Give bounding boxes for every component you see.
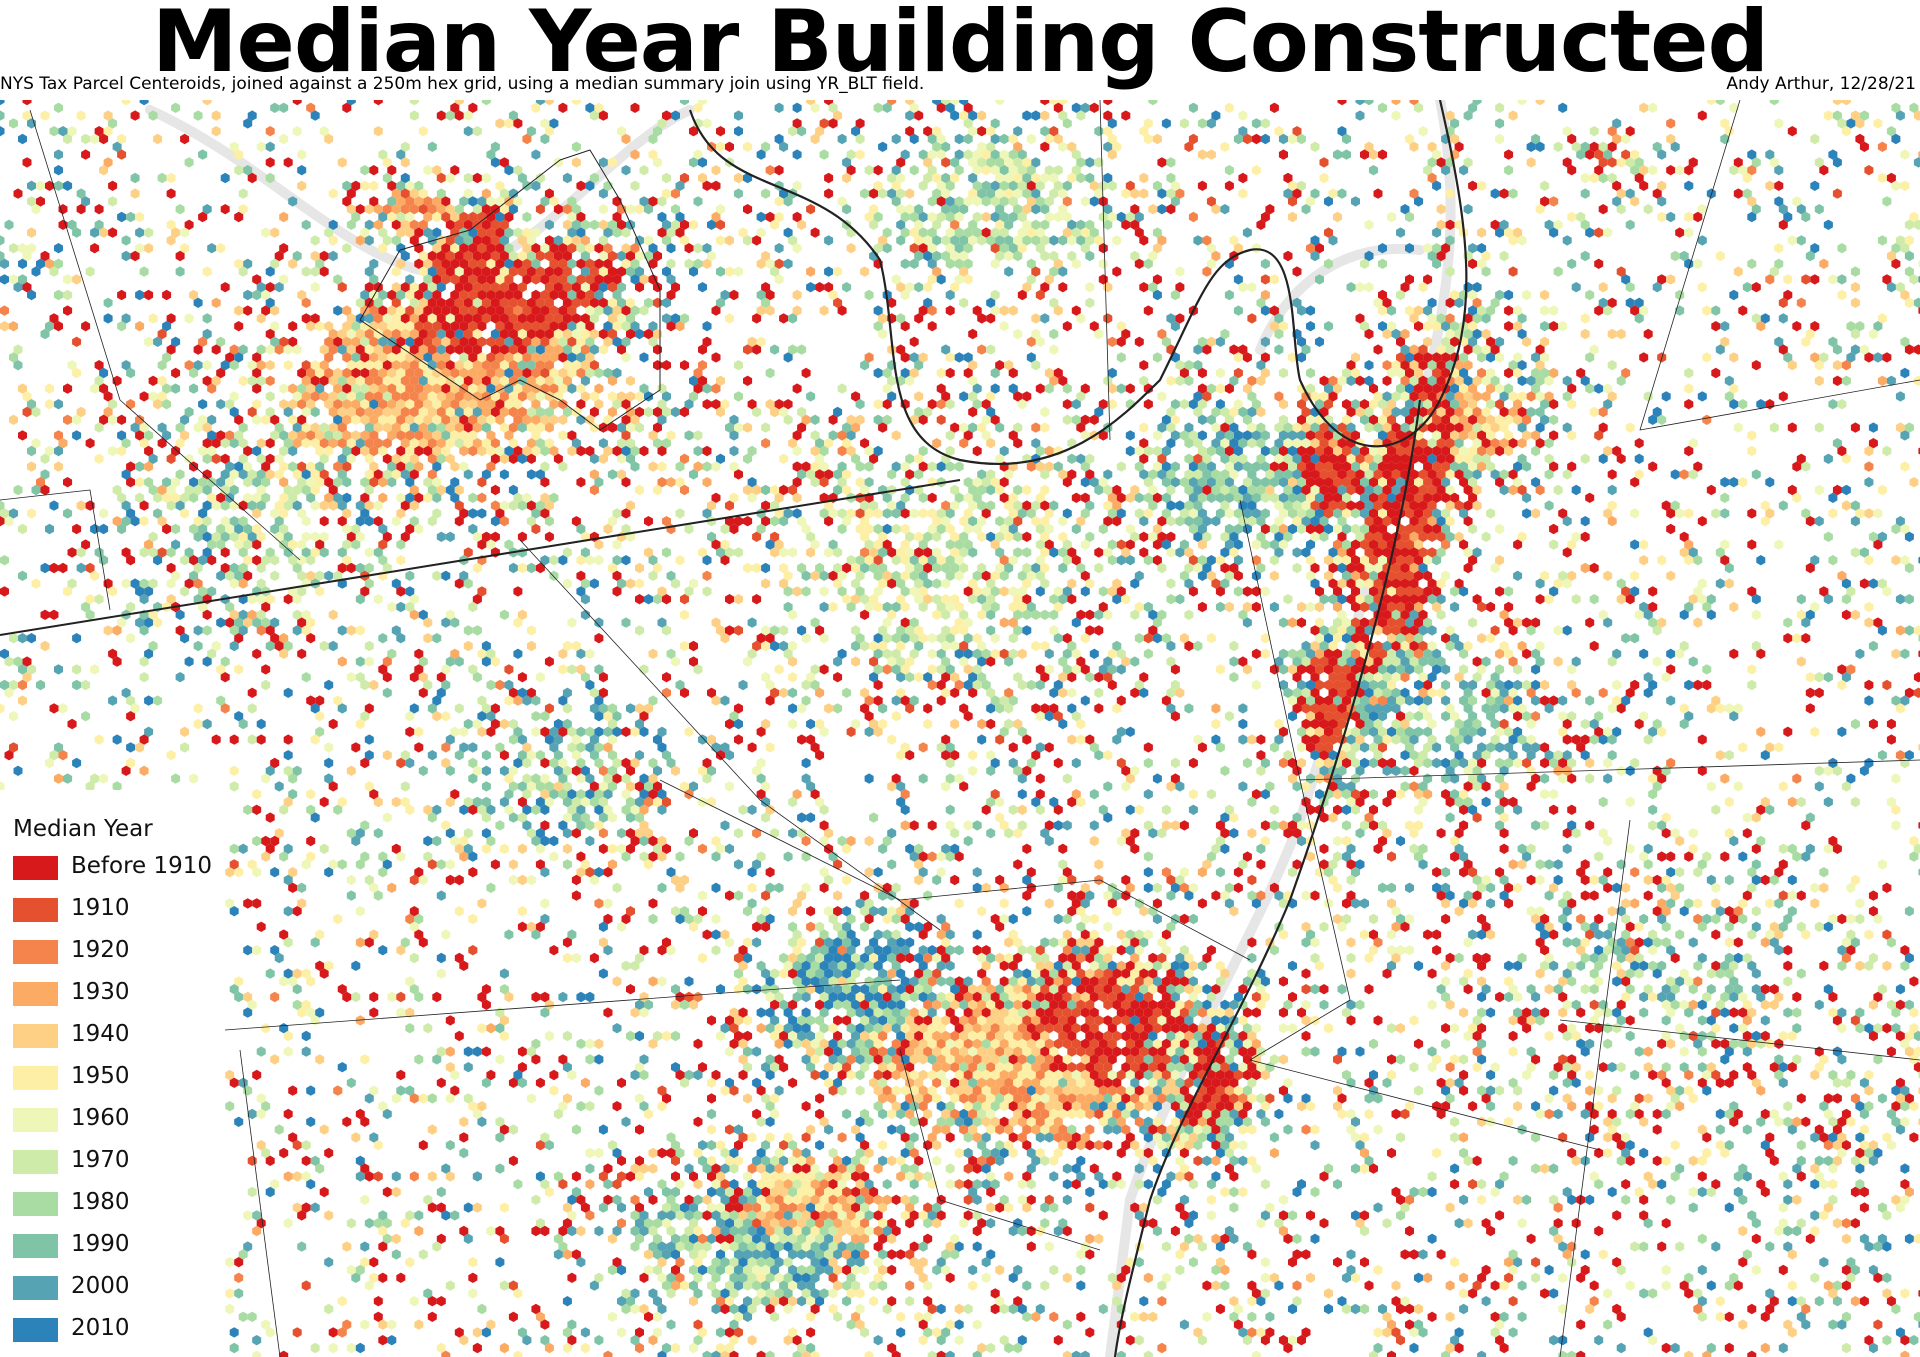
legend-label: 1920	[71, 937, 130, 963]
legend-item: 1980	[13, 1188, 223, 1218]
legend-label: Before 1910	[71, 853, 213, 879]
header-band	[0, 0, 1920, 100]
legend-item: 1970	[13, 1146, 223, 1176]
legend-item: 2000	[13, 1272, 223, 1302]
legend-swatch	[13, 982, 58, 1006]
legend-label: 1930	[71, 979, 130, 1005]
legend-title: Median Year	[13, 816, 153, 842]
legend-item: Before 1910	[13, 852, 223, 882]
legend-label: 1940	[71, 1021, 130, 1047]
legend-swatch	[13, 940, 58, 964]
legend-swatch	[13, 1318, 58, 1342]
municipal-boundaries	[0, 99, 1920, 1357]
hex-grid	[0, 94, 1920, 1357]
map-credit: Andy Arthur, 12/28/21	[1726, 74, 1916, 94]
legend-label: 1910	[71, 895, 130, 921]
legend-item: 1910	[13, 894, 223, 924]
legend-swatch	[13, 1234, 58, 1258]
legend-label: 2000	[71, 1273, 130, 1299]
legend: Median Year Before 1910 1910 1920 1930 1940 1…	[0, 790, 225, 1357]
legend-item: 1960	[13, 1104, 223, 1134]
legend-swatch	[13, 1024, 58, 1048]
legend-label: 2010	[71, 1315, 130, 1341]
legend-swatch	[13, 856, 58, 880]
legend-label: 1970	[71, 1147, 130, 1173]
map-subtitle: NYS Tax Parcel Centeroids, joined agains…	[0, 74, 925, 94]
legend-item: 1940	[13, 1020, 223, 1050]
legend-swatch	[13, 1276, 58, 1300]
legend-swatch	[13, 898, 58, 922]
map-title: Median Year Building Constructed	[151, 0, 1769, 92]
legend-swatch	[13, 1150, 58, 1174]
legend-label: 1950	[71, 1063, 130, 1089]
legend-item: 2010	[13, 1314, 223, 1344]
legend-swatch	[13, 1192, 58, 1216]
legend-label: 1980	[71, 1189, 130, 1215]
legend-item: 1950	[13, 1062, 223, 1092]
legend-item: 1920	[13, 936, 223, 966]
legend-item: 1930	[13, 978, 223, 1008]
legend-swatch	[13, 1108, 58, 1132]
legend-item: 1990	[13, 1230, 223, 1260]
legend-label: 1960	[71, 1105, 130, 1131]
legend-label: 1990	[71, 1231, 130, 1257]
legend-swatch	[13, 1066, 58, 1090]
